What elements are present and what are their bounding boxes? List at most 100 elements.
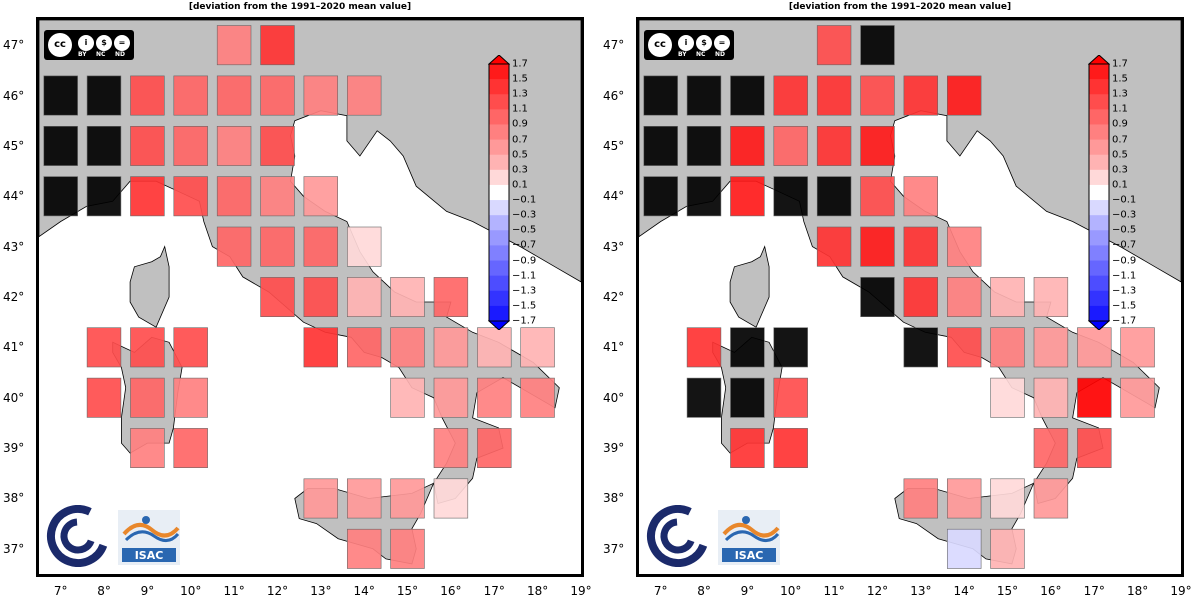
- y-tick-label: 44°: [603, 189, 625, 204]
- anomaly-cell: [433, 327, 469, 368]
- colorbar-tick-label: 0.7: [512, 134, 528, 146]
- x-tick-label: 18°: [526, 584, 549, 598]
- anomaly-cell: [433, 428, 469, 468]
- colorbar-swatch: [1089, 94, 1109, 110]
- cnr-logo-icon: [647, 505, 709, 567]
- x-tick-label: 8°: [697, 584, 711, 598]
- anomaly-cell: [903, 277, 938, 317]
- anomaly-cell: [390, 277, 425, 317]
- colorbar-tick-label: −0.1: [1112, 194, 1137, 206]
- y-tick-label: 41°: [603, 340, 625, 355]
- x-tick-label: 7°: [653, 584, 668, 598]
- colorbar-swatch: [489, 79, 509, 95]
- x-tick-label: 11°: [223, 584, 245, 598]
- colorbar-tick-label: −0.7: [512, 239, 537, 251]
- anomaly-cell: [43, 126, 78, 166]
- person-icon: i: [78, 35, 94, 51]
- anomaly-cell: [346, 327, 382, 368]
- y-tick-label: 40°: [603, 390, 625, 405]
- anomaly-cell: [260, 126, 295, 166]
- colorbar-tick-label: −1.5: [1112, 300, 1137, 312]
- anomaly-cell: [730, 75, 765, 116]
- colorbar-tick-label: −0.7: [1112, 239, 1137, 251]
- colorbar-tick-label: −1.1: [1112, 270, 1137, 282]
- colorbar-swatch: [489, 169, 509, 186]
- y-tick-label: 41°: [3, 340, 25, 355]
- colorbar-tick-label: −1.1: [512, 270, 537, 282]
- anomaly-cell: [346, 528, 382, 569]
- anomaly-cell: [990, 327, 1025, 368]
- anomaly-cell: [346, 226, 382, 267]
- x-tick-label: 9°: [140, 584, 155, 598]
- anomaly-cell: [433, 277, 469, 317]
- nc-label: NC: [96, 51, 106, 58]
- anomaly-cell: [773, 126, 808, 166]
- colorbar-tick-label: 0.3: [512, 164, 528, 176]
- isac-logo-icon: ISAC: [118, 510, 180, 565]
- anomaly-cell: [303, 478, 338, 519]
- anomaly-cell: [1033, 478, 1069, 519]
- colorbar-swatch: [489, 124, 509, 141]
- x-tick-label: 19°: [1170, 584, 1192, 598]
- anomaly-cell: [1033, 277, 1069, 317]
- anomaly-cell: [260, 176, 295, 217]
- colorbar-tick-label: 0.3: [1112, 164, 1128, 176]
- colorbar-swatch: [1089, 184, 1109, 201]
- noncommercial-icon: $: [696, 35, 712, 51]
- colorbar-swatch: [489, 275, 509, 292]
- x-tick-label: 13°: [310, 584, 332, 598]
- x-tick-label: 10°: [780, 584, 802, 598]
- y-tick-label: 39°: [603, 441, 625, 456]
- colorbar: [488, 55, 510, 330]
- anomaly-cell: [903, 478, 938, 519]
- y-tick-label: 46°: [603, 88, 625, 103]
- colorbar-swatch: [1089, 260, 1109, 277]
- colorbar-tick-label: −0.1: [512, 194, 537, 206]
- anomaly-cell: [860, 277, 895, 317]
- colorbar-swatch: [1089, 109, 1109, 125]
- anomaly-cell: [773, 377, 808, 418]
- cc-license-badge: cc i $ = BY NC ND: [644, 30, 734, 60]
- anomaly-cell: [43, 176, 78, 217]
- nd-label: ND: [115, 51, 126, 58]
- map-canvas: [639, 20, 1181, 569]
- anomaly-cell: [130, 126, 165, 166]
- anomaly-cell: [303, 176, 338, 217]
- colorbar-tick-label: −0.3: [512, 209, 537, 221]
- anomaly-cell: [990, 277, 1025, 317]
- colorbar-swatch: [489, 154, 509, 171]
- person-icon: i: [678, 35, 694, 51]
- colorbar-swatch: [489, 139, 509, 156]
- y-tick-label: 45°: [603, 138, 625, 153]
- anomaly-cell: [86, 126, 122, 166]
- colorbar-swatch: [1089, 245, 1109, 262]
- y-tick-label: 46°: [3, 88, 25, 103]
- anomaly-cell: [686, 176, 722, 217]
- y-tick-label: 43°: [603, 239, 625, 254]
- anomaly-cell: [173, 75, 208, 116]
- anomaly-cell: [860, 226, 895, 267]
- anomaly-cell: [903, 327, 938, 368]
- anomaly-cell: [260, 25, 295, 66]
- y-tick-label: 38°: [3, 491, 25, 506]
- y-tick-label: 47°: [603, 38, 625, 53]
- anomaly-cell: [816, 176, 852, 217]
- anomaly-cell: [643, 75, 678, 116]
- anomaly-cell: [773, 327, 808, 368]
- colorbar-swatch: [1089, 64, 1109, 80]
- colorbar-swatch: [489, 200, 509, 216]
- anomaly-cell: [346, 75, 382, 116]
- y-tick-label: 38°: [603, 491, 625, 506]
- x-tick-label: 12°: [866, 584, 889, 598]
- colorbar-swatch: [1089, 215, 1109, 231]
- anomaly-cell: [216, 176, 252, 217]
- anomaly-cell: [173, 377, 208, 418]
- anomaly-cell: [303, 75, 338, 116]
- anomaly-cell: [216, 226, 252, 267]
- anomaly-cell: [130, 75, 165, 116]
- map-canvas: [39, 20, 581, 569]
- colorbar-tick-label: 1.7: [512, 58, 528, 70]
- anomaly-cell: [1033, 377, 1069, 418]
- x-tick-label: 8°: [97, 584, 111, 598]
- colorbar-swatch: [1089, 290, 1109, 307]
